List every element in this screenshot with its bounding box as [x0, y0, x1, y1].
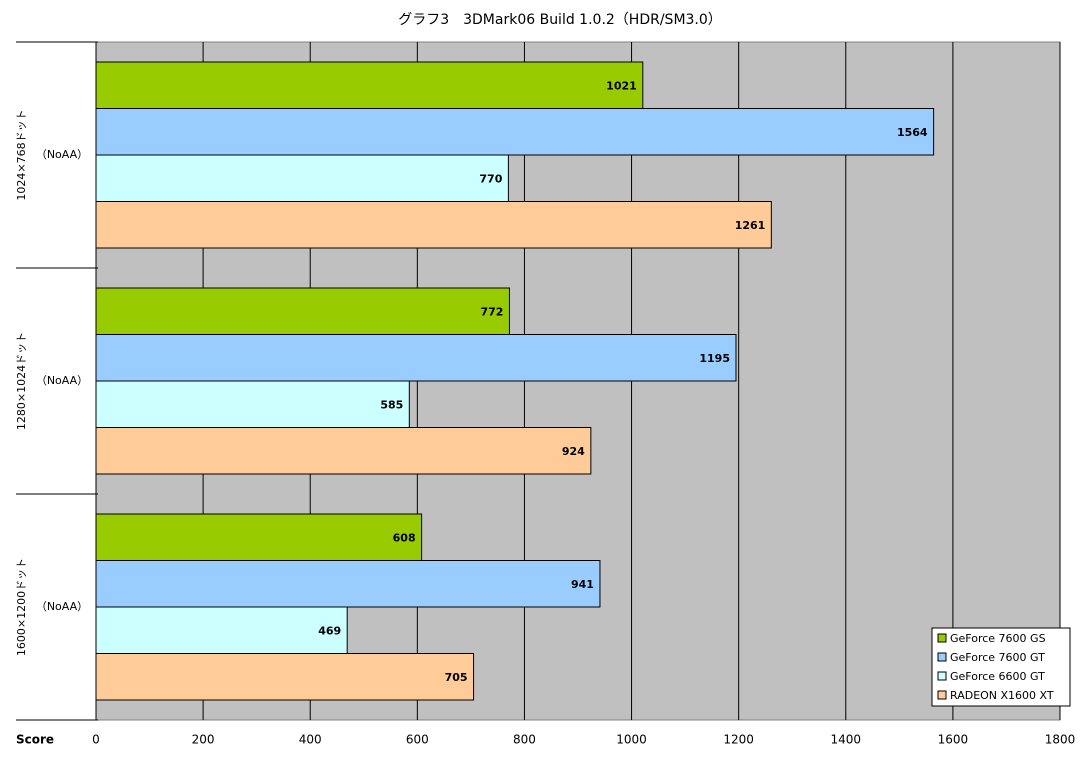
x-axis-label: Score: [16, 733, 54, 747]
bar: [95, 427, 592, 475]
bar: [95, 201, 772, 249]
legend-label: GeForce 7600 GT: [950, 651, 1045, 664]
value-label: 705: [445, 671, 468, 684]
bar: [95, 653, 475, 701]
x-tick-label: 1400: [831, 733, 862, 747]
bar: [95, 606, 348, 654]
bar: [95, 334, 737, 382]
legend-swatch: [937, 690, 947, 700]
category-note: （NoAA）: [36, 374, 88, 387]
value-label: 585: [380, 398, 403, 411]
value-label: 1021: [606, 79, 637, 92]
category-label: 1600×1200ドット: [15, 558, 28, 656]
legend-box: [931, 627, 1071, 707]
value-label: 1564: [897, 126, 928, 139]
value-label: 469: [318, 624, 341, 637]
x-tick-label: 800: [513, 733, 536, 747]
value-label: 1261: [735, 219, 766, 232]
category-note: （NoAA）: [36, 600, 88, 613]
bar: [95, 380, 410, 428]
legend-swatch: [937, 652, 947, 662]
value-label: 924: [562, 445, 585, 458]
x-tick-label: 600: [406, 733, 429, 747]
category-label: 1024×768ドット: [15, 109, 28, 200]
legend-label: GeForce 7600 GS: [950, 632, 1046, 645]
category-label: 1280×1024ドット: [15, 332, 28, 430]
value-label: 941: [571, 578, 594, 591]
legend-swatch: [937, 671, 947, 681]
bar: [95, 154, 509, 202]
value-label: 772: [480, 305, 503, 318]
value-label: 1195: [699, 352, 730, 365]
bar: [95, 61, 644, 109]
bar: [95, 287, 510, 335]
legend-label: GeForce 6600 GT: [950, 670, 1045, 683]
x-tick-label: 1000: [616, 733, 647, 747]
value-label: 770: [479, 172, 502, 185]
x-tick-label: 0: [92, 733, 100, 747]
chart-title: グラフ3 3DMark06 Build 1.0.2（HDR/SM3.0）: [398, 12, 722, 28]
bar: [95, 560, 601, 608]
x-tick-label: 1800: [1045, 733, 1076, 747]
legend-label: RADEON X1600 XT: [950, 689, 1054, 702]
category-note: （NoAA）: [36, 148, 88, 161]
value-label: 608: [393, 531, 416, 544]
bar: [95, 513, 423, 561]
x-tick-label: 1200: [723, 733, 754, 747]
x-tick-label: 400: [299, 733, 322, 747]
x-tick-label: 1600: [938, 733, 969, 747]
legend-swatch: [937, 633, 947, 643]
x-tick-label: 200: [192, 733, 215, 747]
bar: [95, 108, 935, 156]
